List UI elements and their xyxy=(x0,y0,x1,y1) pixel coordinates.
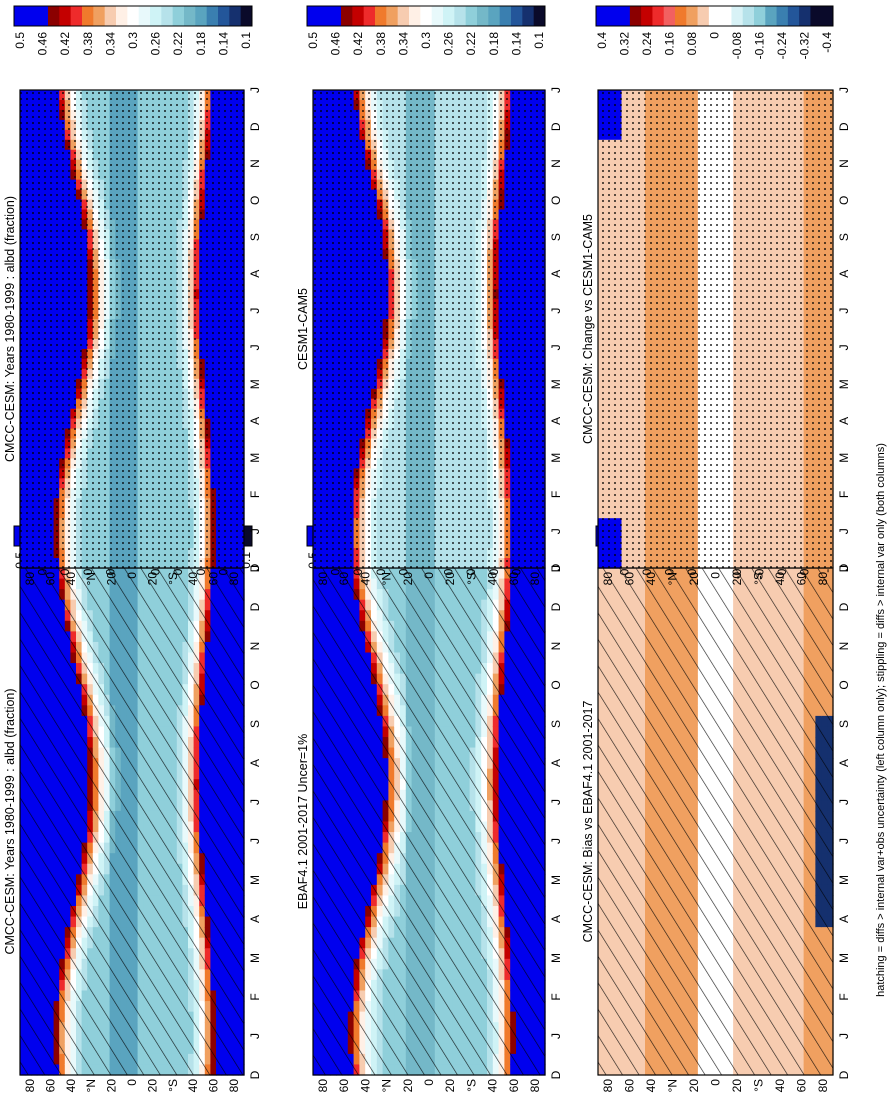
lat-tick-label: 40 xyxy=(64,1079,78,1093)
panel-title: CMCC-CESM: Years 1980-1999 : albd (fract… xyxy=(3,688,17,954)
lat-tick-label: 80 xyxy=(227,572,241,586)
stippling-overlay xyxy=(20,90,244,568)
month-tick-label: D xyxy=(248,122,262,131)
colorbar-swatch xyxy=(104,6,117,26)
lat-tick-label: °N xyxy=(84,572,98,585)
colorbar-swatch xyxy=(195,6,208,26)
heatmap-panel: 80 60 40 °N 20 0 20 °S 40 60 80DJFMAMJJASONDJCMCC-… xyxy=(3,525,262,1093)
month-tick-label: O xyxy=(248,680,262,689)
colorbar-swatch xyxy=(161,6,174,26)
month-tick-label: J xyxy=(248,799,262,805)
month-tick-label: J xyxy=(248,565,262,571)
colorbar-label: 0.1 xyxy=(239,32,253,49)
colorbar-swatch xyxy=(229,6,242,26)
lat-tick-label: 80 xyxy=(23,572,37,586)
month-tick-label: S xyxy=(248,233,262,241)
lat-tick-label: 60 xyxy=(43,572,57,586)
colorbar-swatch xyxy=(240,6,253,26)
month-tick-label: D xyxy=(248,563,262,572)
colorbar-swatch xyxy=(36,6,49,26)
colorbar-label: 0.34 xyxy=(103,32,117,56)
month-tick-label: J xyxy=(248,308,262,314)
month-tick-label: M xyxy=(248,875,262,885)
heatmap-panel: 80 60 40 °N 20 0 20 °S 40 60 80DJFMAMJJASONDJEBAF4… xyxy=(296,525,563,1092)
lat-tick-label: °S xyxy=(166,572,180,585)
month-tick-label: M xyxy=(248,379,262,389)
colorbar-label: 0.3 xyxy=(126,32,140,49)
lat-tick-label: 0 xyxy=(125,1079,139,1086)
colorbar-swatch xyxy=(240,526,253,546)
month-tick-label: D xyxy=(248,602,262,611)
month-tick-label: O xyxy=(248,196,262,205)
colorbar-label: 0.38 xyxy=(81,32,95,56)
lat-tick-label: 60 xyxy=(207,572,221,586)
colorbar-swatch xyxy=(59,6,72,26)
lat-tick-label: 40 xyxy=(64,572,78,586)
month-tick-label: J xyxy=(248,87,262,93)
colorbar-swatch xyxy=(116,6,128,26)
month-tick-label: N xyxy=(248,642,262,651)
colorbar-swatch xyxy=(93,6,106,26)
lat-tick-label: °S xyxy=(166,1079,180,1092)
month-tick-label: M xyxy=(248,453,262,463)
colorbar-swatch xyxy=(127,6,140,26)
colorbar-swatch xyxy=(184,6,196,26)
colorbar-swatch xyxy=(150,6,162,26)
lat-tick-label: 40 xyxy=(186,1079,200,1093)
colorbar-label: 0.18 xyxy=(194,32,208,56)
colorbar-label: 0.46 xyxy=(36,32,50,56)
month-tick-label: M xyxy=(248,953,262,963)
colorbar-swatch xyxy=(14,6,26,26)
colorbar-swatch xyxy=(218,6,230,26)
colorbar-label: 0.42 xyxy=(58,32,72,56)
lat-tick-label: 20 xyxy=(105,1079,119,1093)
lat-tick-label: °N xyxy=(84,1079,98,1092)
panel-title: CMCC-CESM: Years 1980-1999 : albd (fract… xyxy=(3,196,17,462)
lat-tick-label: 80 xyxy=(23,1079,37,1093)
lat-tick-label: 0 xyxy=(125,572,139,579)
month-tick-label: S xyxy=(248,720,262,728)
month-tick-label: A xyxy=(248,915,262,923)
lat-tick-label: 20 xyxy=(145,1079,159,1093)
colorbar-swatch xyxy=(82,6,94,26)
colorbar-swatch xyxy=(206,6,219,26)
lat-tick-label: 60 xyxy=(43,1079,57,1093)
colorbar-swatch xyxy=(172,6,185,26)
month-tick-label: J xyxy=(248,1033,262,1039)
colorbar-swatch xyxy=(70,6,83,26)
colorbar-label: 0.22 xyxy=(171,32,185,56)
month-tick-label: J xyxy=(248,838,262,844)
colorbar-swatch xyxy=(138,6,151,26)
month-tick-label: F xyxy=(248,993,262,1000)
month-tick-label: F xyxy=(248,491,262,498)
month-tick-label: J xyxy=(248,344,262,350)
month-tick-label: J xyxy=(248,528,262,534)
month-tick-label: A xyxy=(248,759,262,767)
colorbar-swatch xyxy=(48,6,60,26)
colorbar-label: 0.5 xyxy=(13,32,27,49)
colorbar-label: 0.14 xyxy=(216,32,230,56)
month-tick-label: A xyxy=(248,270,262,278)
colorbar-swatch xyxy=(25,6,38,26)
lat-tick-label: 20 xyxy=(105,572,119,586)
month-tick-label: D xyxy=(248,1070,262,1079)
lat-tick-label: 80 xyxy=(227,1079,241,1093)
hatching-overlay xyxy=(20,568,244,1075)
heatmap-panel: 80 60 40 °N 20 0 20 °S 40 60 80DJFMAMJJASONDJCMCC-… xyxy=(3,5,262,586)
lat-tick-label: 40 xyxy=(186,572,200,586)
month-tick-label: A xyxy=(248,417,262,425)
lat-tick-label: 20 xyxy=(145,572,159,586)
lat-tick-label: 60 xyxy=(207,1079,221,1093)
month-tick-label: N xyxy=(248,159,262,168)
colorbar-label: 0.26 xyxy=(149,32,163,56)
